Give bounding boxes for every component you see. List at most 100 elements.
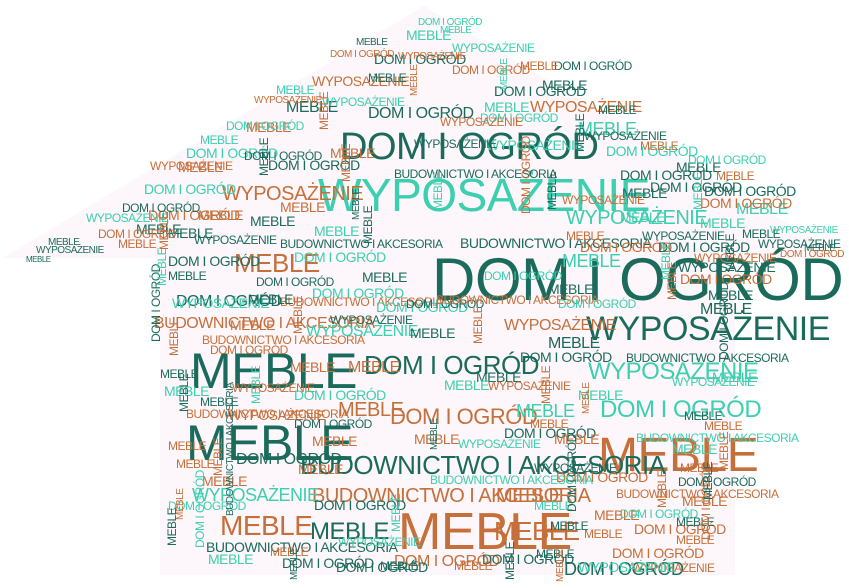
cloud-word-wyposazenie: Wyposażenie bbox=[562, 193, 645, 207]
cloud-word-meble: Meble bbox=[539, 365, 553, 404]
cloud-word-budownictwo: Budownictwo i Akcesoria bbox=[154, 315, 375, 332]
cloud-word-meble: Meble bbox=[410, 325, 455, 341]
cloud-word-meble: Meble bbox=[581, 382, 592, 414]
cloud-word-dom: Dom i ogród bbox=[193, 470, 207, 548]
cloud-word-meble: Meble bbox=[542, 77, 587, 93]
cloud-word-meble: Meble bbox=[429, 418, 440, 450]
cloud-word-meble: Meble bbox=[330, 145, 375, 161]
cloud-word-meble: Meble bbox=[186, 415, 354, 471]
cloud-word-meble: Meble bbox=[351, 188, 362, 220]
cloud-word-wyposazenie: Wyposażenie bbox=[758, 237, 841, 251]
cloud-word-meble: Meble bbox=[310, 518, 389, 545]
cloud-word-meble: Meble bbox=[200, 395, 239, 409]
cloud-word-meble: Meble bbox=[566, 229, 605, 243]
cloud-word-wyposazenie: Wyposażenie bbox=[458, 437, 541, 451]
cloud-word-dom: Dom i ogród bbox=[330, 49, 394, 60]
cloud-word-meble: Meble bbox=[200, 133, 239, 147]
cloud-word-meble: Meble bbox=[198, 207, 243, 223]
cloud-word-meble: Meble bbox=[234, 248, 320, 278]
cloud-word-dom: Dom i ogród bbox=[494, 83, 586, 99]
cloud-word-dom: Dom i ogród bbox=[580, 239, 672, 255]
cloud-word-meble: Meble bbox=[361, 205, 375, 244]
cloud-word-wyposazenie: Wyposażenie bbox=[228, 407, 326, 423]
cloud-word-dom: Dom i ogród bbox=[374, 51, 466, 67]
cloud-word-meble: Meble bbox=[536, 547, 575, 561]
cloud-word-wyposazenie: Wyposażenie bbox=[86, 211, 169, 225]
cloud-word-dom: Dom i ogród bbox=[176, 293, 282, 310]
cloud-word-meble: Meble bbox=[289, 548, 300, 580]
cloud-word-meble: Meble bbox=[136, 221, 181, 237]
cloud-word-wyposazenie: Wyposażenie bbox=[172, 295, 270, 311]
cloud-word-meble: Meble bbox=[398, 503, 572, 561]
cloud-word-meble: Meble bbox=[494, 516, 580, 546]
cloud-word-dom: Dom i ogród bbox=[390, 404, 538, 429]
cloud-word-dom: Dom i ogród bbox=[556, 469, 648, 485]
cloud-word-meble: Meble bbox=[594, 507, 639, 523]
cloud-word-meble: Meble bbox=[584, 527, 623, 541]
cloud-word-meble: Meble bbox=[676, 159, 721, 175]
cloud-word-dom: Dom i ogród bbox=[256, 275, 334, 289]
cloud-word-dom: Dom i ogród bbox=[612, 545, 704, 561]
cloud-word-budownictwo: Budownictwo i Akcesoria bbox=[430, 473, 593, 487]
cloud-word-dom: Dom i ogród bbox=[122, 201, 200, 215]
cloud-word-wyposazenie: Wyposażenie bbox=[194, 233, 277, 247]
cloud-word-meble: Meble bbox=[178, 159, 223, 175]
cloud-word-dom: Dom i ogród bbox=[704, 183, 796, 199]
cloud-word-meble: Meble bbox=[286, 99, 338, 116]
cloud-word-budownictwo: Budownictwo i Akcesoria bbox=[616, 487, 779, 501]
cloud-word-meble: Meble bbox=[682, 493, 727, 509]
cloud-word-meble: Meble bbox=[431, 171, 445, 210]
cloud-word-dom: Dom i ogród bbox=[600, 396, 762, 423]
cloud-word-wyposazenie: Wyposażenie bbox=[330, 313, 413, 327]
cloud-word-meble: Meble bbox=[496, 485, 562, 507]
cloud-word-meble: Meble bbox=[530, 417, 569, 431]
cloud-word-dom: Dom i ogród bbox=[168, 499, 246, 513]
cloud-word-budownictwo: Budownictwo i Akcesoria bbox=[225, 382, 236, 516]
cloud-word-dom: Dom i ogród bbox=[144, 181, 236, 197]
cloud-word-dom: Dom i ogród bbox=[364, 350, 540, 380]
cloud-word-meble: Meble bbox=[708, 287, 753, 303]
cloud-word-meble: Meble bbox=[684, 409, 723, 423]
cloud-word-meble: Meble bbox=[520, 59, 559, 73]
cloud-word-dom: Dom i ogród bbox=[312, 285, 404, 301]
cloud-word-meble: Meble bbox=[176, 457, 215, 471]
cloud-word-meble: Meble bbox=[177, 373, 191, 412]
cloud-word-meble: Meble bbox=[691, 171, 705, 210]
cloud-word-meble: Meble bbox=[249, 365, 263, 404]
cloud-word-dom: Dom i ogród bbox=[480, 111, 558, 125]
cloud-word-dom: Dom i ogród bbox=[418, 17, 482, 28]
cloud-word-meble: Meble bbox=[339, 143, 353, 182]
cloud-word-meble: Meble bbox=[248, 291, 293, 307]
cloud-word-budownictwo: Budownictwo i Akcesoria bbox=[300, 450, 666, 480]
cloud-word-meble: Meble bbox=[555, 550, 566, 582]
cloud-word-meble: Meble bbox=[348, 359, 400, 376]
cloud-word-budownictwo: Budownictwo i Akcesoria bbox=[280, 295, 443, 309]
cloud-word-meble: Meble bbox=[578, 387, 623, 403]
cloud-word-wyposazenie: Wyposażenie bbox=[588, 358, 759, 385]
cloud-word-wyposazenie: Wyposażenie bbox=[672, 375, 755, 389]
cloud-word-meble: Meble bbox=[516, 401, 575, 421]
cloud-word-meble: Meble bbox=[246, 119, 291, 135]
cloud-word-meble: Meble bbox=[164, 383, 209, 399]
cloud-word-dom: Dom i ogród bbox=[650, 179, 742, 195]
cloud-word-dom: Dom i ogród bbox=[186, 145, 278, 161]
cloud-word-wyposazenie: Wyposażenie bbox=[150, 159, 233, 173]
cloud-word-wyposazenie: Wyposażenie bbox=[486, 137, 584, 153]
cloud-word-dom: Dom i ogród bbox=[688, 153, 766, 167]
cloud-word-meble: Meble bbox=[676, 533, 715, 547]
cloud-word-meble: Meble bbox=[736, 201, 788, 218]
cloud-word-wyposazenie: Wyposażenie bbox=[578, 559, 676, 575]
cloud-word-meble: Meble bbox=[157, 211, 171, 250]
cloud-word-wyposazenie: Wyposażenie bbox=[322, 95, 405, 109]
cloud-word-meble: Meble bbox=[672, 441, 717, 457]
cloud-word-wyposazenie: Wyposażenie bbox=[312, 73, 410, 89]
cloud-word-meble: Meble bbox=[444, 377, 489, 393]
cloud-word-dom: Dom i ogród bbox=[376, 299, 468, 315]
cloud-word-meble: Meble bbox=[548, 281, 593, 297]
cloud-word-dom: Dom i ogród bbox=[564, 559, 684, 579]
cloud-word-wyposazenie: Wyposażenie bbox=[694, 251, 777, 265]
cloud-word-meble: Meble bbox=[168, 269, 207, 283]
cloud-word-dom: Dom i ogród bbox=[558, 297, 636, 311]
cloud-word-meble: Meble bbox=[598, 429, 759, 482]
cloud-word-dom: Dom i ogród bbox=[634, 521, 726, 537]
